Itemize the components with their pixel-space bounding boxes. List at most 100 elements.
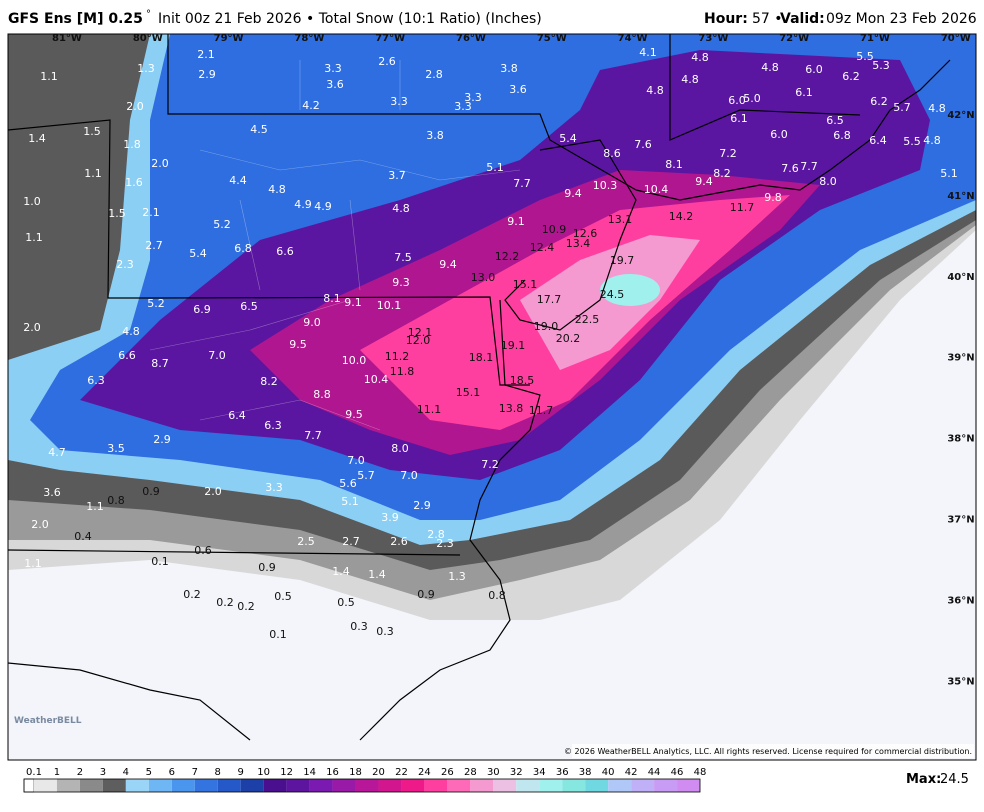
colorbar-segment <box>516 779 540 792</box>
snow-label: 5.7 <box>893 101 911 114</box>
county-lines <box>149 60 521 431</box>
colorbar-segment <box>309 779 333 792</box>
colorbar-tick-label: 0.1 <box>26 767 42 778</box>
colorbar-tick-label: 36 <box>556 767 569 778</box>
title-degree: ° <box>146 9 151 20</box>
snow-label: 9.0 <box>303 316 321 329</box>
snow-label: 3.3 <box>265 481 283 494</box>
snow-label: 4.8 <box>122 325 140 338</box>
colorbar-tick-label: 2 <box>77 767 83 778</box>
snow-label: 10.3 <box>593 179 618 192</box>
colorbar-segment <box>332 779 356 792</box>
snow-label: 2.9 <box>153 433 171 446</box>
lon-label: 75°W <box>537 33 567 44</box>
snow-label: 7.2 <box>481 458 499 471</box>
colorbar-tick-label: 16 <box>326 767 339 778</box>
colorbar-segment <box>34 779 57 792</box>
snow-label: 9.5 <box>345 408 363 421</box>
snow-label: 0.8 <box>488 589 506 602</box>
max-label: Max: <box>906 772 941 787</box>
map <box>8 34 976 760</box>
colorbar-tick-label: 46 <box>671 767 684 778</box>
snow-label: 8.0 <box>391 442 409 455</box>
snow-light-pink <box>520 235 700 370</box>
colorbar-segment <box>539 779 563 792</box>
colorbar-tick-label: 1 <box>54 767 60 778</box>
colorbar-tick-label: 24 <box>418 767 431 778</box>
snow-label: 2.0 <box>151 157 169 170</box>
lon-label: 76°W <box>456 33 486 44</box>
snow-label: 2.7 <box>342 535 360 548</box>
snow-label: 2.5 <box>297 535 315 548</box>
snow-label: 1.1 <box>25 231 43 244</box>
lon-label: 77°W <box>375 33 405 44</box>
snow-label: 8.2 <box>260 375 278 388</box>
lon-label: 74°W <box>618 33 648 44</box>
snow-label: 13.0 <box>471 271 496 284</box>
snow-label: 7.0 <box>400 469 418 482</box>
snow-label: 3.9 <box>381 511 399 524</box>
snow-label: 10.9 <box>542 223 567 236</box>
snow-label: 17.7 <box>537 293 562 306</box>
snow-label: 9.8 <box>764 191 782 204</box>
snow-label: 3.8 <box>426 129 444 142</box>
snow-label: 19.1 <box>501 339 526 352</box>
colorbar-tick-label: 7 <box>192 767 198 778</box>
snow-label: 2.1 <box>142 206 160 219</box>
colorbar-segment <box>125 779 149 792</box>
snow-label: 2.9 <box>198 68 216 81</box>
snow-label: 7.7 <box>513 177 531 190</box>
colorbar-segment <box>240 779 264 792</box>
snow-label: 8.0 <box>819 175 837 188</box>
snow-label: 13.4 <box>566 237 591 250</box>
snow-label: 1.3 <box>448 570 466 583</box>
snow-label: 0.9 <box>417 588 435 601</box>
snow-label: 12.6 <box>573 227 598 240</box>
copyright: © 2026 WeatherBELL Analytics, LLC. All r… <box>564 747 972 756</box>
colorbar-segment <box>286 779 310 792</box>
snow-label: 9.4 <box>564 187 582 200</box>
colorbar-tick-label: 6 <box>169 767 175 778</box>
snow-label: 18.1 <box>469 351 494 364</box>
colorbar-tick-label: 22 <box>395 767 408 778</box>
snow-label: 3.6 <box>509 83 527 96</box>
boundaries <box>8 34 951 741</box>
snow-label: 5.4 <box>559 132 577 145</box>
snow-label: 8.2 <box>713 167 731 180</box>
snow-label: 8.6 <box>603 147 621 160</box>
colorbar-tick-label: 28 <box>464 767 477 778</box>
snow-label: 4.8 <box>761 61 779 74</box>
snow-label: 0.1 <box>269 628 287 641</box>
snow-label: 4.1 <box>639 46 657 59</box>
snow-label: 4.5 <box>250 123 268 136</box>
snow-label: 11.7 <box>529 404 554 417</box>
snow-label: 8.7 <box>151 357 169 370</box>
snow-label: 7.5 <box>394 251 412 264</box>
snow-label: 6.5 <box>240 300 258 313</box>
snow-label: 7.0 <box>208 349 226 362</box>
snow-label: 18.5 <box>510 374 535 387</box>
snow-label: 7.7 <box>800 160 818 173</box>
snow-label: 12.2 <box>495 250 520 263</box>
snow-label: 4.9 <box>314 200 332 213</box>
snow-label: 0.5 <box>337 596 355 609</box>
snow-label: 1.1 <box>86 500 104 513</box>
snow-label: 6.5 <box>826 114 844 127</box>
snow-label: 0.1 <box>151 555 169 568</box>
snow-label: 5.3 <box>872 59 890 72</box>
snow-label: 2.6 <box>390 535 408 548</box>
colorbar-segment <box>677 779 700 792</box>
lat-label: 38°N <box>947 434 974 445</box>
snow-label: 12.0 <box>406 334 431 347</box>
colorbar-segment <box>263 779 287 792</box>
snow-label: 3.3 <box>454 100 472 113</box>
snow-label: 0.4 <box>74 530 92 543</box>
colorbar-tick-label: 9 <box>238 767 244 778</box>
snow-label: 3.3 <box>324 62 342 75</box>
snow-label: 11.8 <box>390 365 415 378</box>
colorbar-tick-label: 26 <box>441 767 454 778</box>
snow-label: 10.4 <box>644 183 669 196</box>
colorbar-segment <box>654 779 678 792</box>
snow-label: 0.5 <box>274 590 292 603</box>
snow-label: 12.4 <box>530 241 555 254</box>
